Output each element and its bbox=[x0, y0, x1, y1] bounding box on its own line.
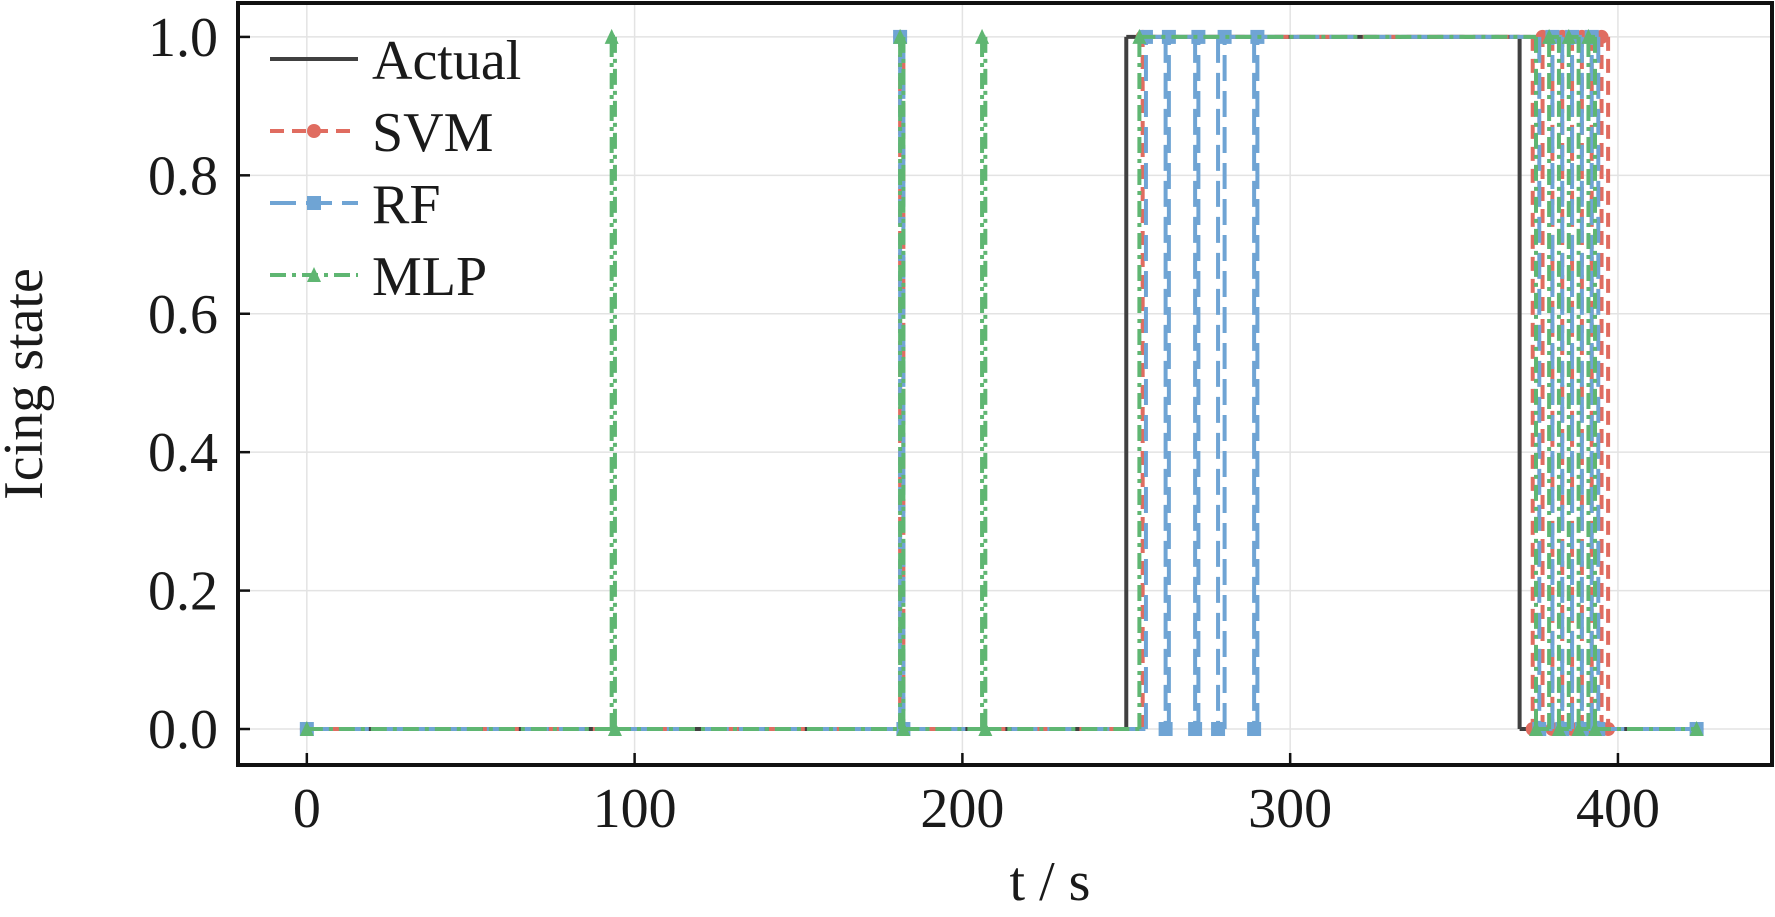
y-tick-label: 1.0 bbox=[148, 7, 218, 69]
marker bbox=[1551, 721, 1566, 737]
y-tick-label: 0.6 bbox=[148, 284, 218, 346]
series bbox=[306, 34, 1697, 732]
marker bbox=[307, 196, 321, 210]
x-tick-label: 200 bbox=[920, 778, 1004, 840]
marker bbox=[1529, 721, 1543, 737]
legend-label: MLP bbox=[372, 246, 487, 308]
x-tick-label: 100 bbox=[593, 778, 677, 840]
marker bbox=[1217, 29, 1232, 44]
x-tick-label: 400 bbox=[1576, 778, 1660, 840]
marker bbox=[1588, 721, 1602, 737]
marker bbox=[1571, 721, 1586, 737]
legend-label: RF bbox=[372, 174, 441, 236]
y-tick-label: 0.4 bbox=[148, 422, 218, 484]
marker bbox=[1211, 722, 1226, 737]
marker bbox=[1689, 721, 1704, 737]
x-axis-label: t / s bbox=[1010, 851, 1091, 912]
y-tick-label: 0.8 bbox=[148, 145, 218, 207]
marker bbox=[1161, 29, 1176, 44]
series bbox=[306, 34, 1697, 732]
y-axis-label: Icing state bbox=[0, 268, 55, 500]
marker bbox=[896, 721, 911, 737]
legend-label: Actual bbox=[372, 30, 521, 92]
marker bbox=[1247, 722, 1262, 737]
y-tick-label: 0.2 bbox=[148, 561, 218, 623]
marker bbox=[307, 124, 321, 138]
marker bbox=[1188, 722, 1203, 737]
marker bbox=[1132, 28, 1147, 44]
marker bbox=[893, 28, 908, 44]
marker bbox=[978, 721, 993, 737]
marker bbox=[975, 28, 990, 44]
marker bbox=[607, 721, 622, 737]
legend-label: SVM bbox=[372, 102, 493, 164]
series bbox=[306, 34, 1697, 732]
marker bbox=[307, 267, 321, 282]
plot-frame bbox=[236, 1, 1774, 767]
marker bbox=[299, 721, 314, 737]
x-tick-label: 0 bbox=[293, 778, 321, 840]
marker bbox=[604, 28, 619, 44]
marker bbox=[1542, 28, 1557, 44]
marker bbox=[1158, 722, 1173, 737]
series bbox=[306, 34, 1697, 732]
x-tick-label: 300 bbox=[1248, 778, 1332, 840]
y-tick-label: 0.0 bbox=[148, 699, 218, 761]
marker bbox=[1561, 28, 1576, 44]
marker bbox=[1581, 28, 1596, 44]
marker bbox=[1191, 29, 1206, 44]
